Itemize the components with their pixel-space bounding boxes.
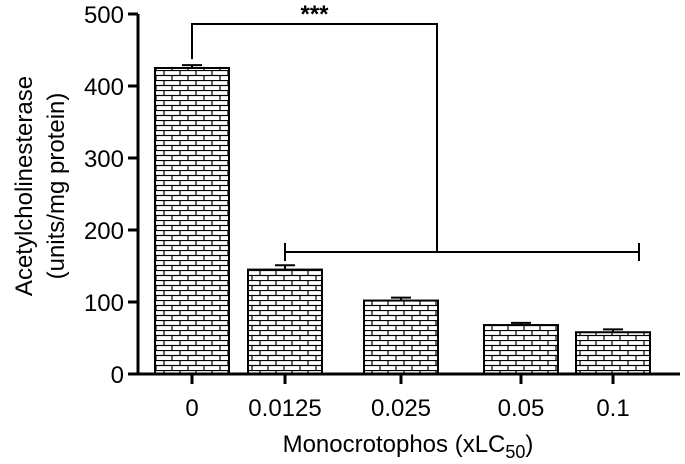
y-tick-label: 100	[84, 290, 124, 317]
bars	[154, 67, 651, 376]
significance-brackets: ***	[191, 1, 640, 261]
y-tick-label: 0	[111, 362, 124, 389]
x-tick-label: 0	[185, 395, 198, 422]
error-bar-0.0125	[275, 264, 295, 270]
error-bars	[182, 64, 623, 333]
y-axis-title-line2: (units/mg protein)	[43, 93, 70, 280]
x-axis-title-main: Monocrotophos (xLC	[283, 431, 506, 458]
x-tick-label: 0.025	[371, 395, 431, 422]
error-bar-0.1	[603, 328, 623, 333]
error-bar-0.025	[391, 296, 411, 301]
error-bar-0.05	[511, 321, 531, 326]
x-tick-label: 0.1	[596, 395, 629, 422]
x-axis-title-end: )	[525, 431, 533, 458]
x-axis-title-subscript: 50	[505, 442, 525, 462]
x-axis: 0 0.0125 0.025 0.05 0.1	[138, 372, 680, 422]
y-tick-label: 500	[84, 2, 124, 29]
bar-0.025	[363, 299, 439, 375]
x-tick-label: 0.0125	[248, 395, 321, 422]
significance-label: ***	[300, 1, 329, 28]
x-tick-label: 0.05	[498, 395, 545, 422]
y-tick-label: 200	[84, 218, 124, 245]
significance-bracket-lower	[284, 243, 640, 261]
bar-0.1	[575, 331, 651, 375]
bar-0	[154, 67, 230, 375]
y-axis-title-line1: Acetylcholinesterase	[11, 76, 38, 296]
bar-0.05	[483, 324, 559, 376]
significance-bracket-upper	[191, 23, 438, 252]
bar-0.0125	[247, 268, 323, 376]
x-axis-title: Monocrotophos (xLC50)	[283, 431, 534, 462]
error-bar-0	[182, 64, 202, 68]
y-axis: 0 100 200 300 400 500	[84, 2, 140, 389]
y-tick-label: 400	[84, 74, 124, 101]
y-tick-label: 300	[84, 146, 124, 173]
